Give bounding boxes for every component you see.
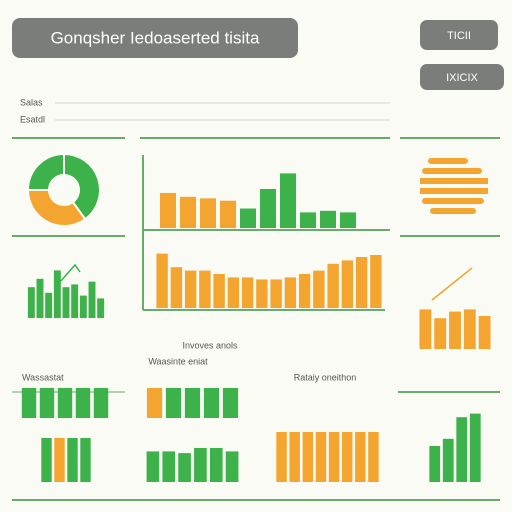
bar bbox=[227, 277, 240, 308]
button-label[interactable]: IXICIX bbox=[446, 72, 478, 84]
bar bbox=[54, 438, 65, 482]
bar bbox=[194, 448, 207, 482]
bar bbox=[225, 451, 239, 482]
bar bbox=[220, 200, 236, 228]
bar bbox=[222, 388, 239, 418]
bar bbox=[165, 388, 182, 418]
bar bbox=[200, 198, 216, 228]
bar bbox=[180, 196, 196, 228]
bar bbox=[170, 267, 183, 308]
bar bbox=[36, 278, 44, 318]
bar bbox=[27, 287, 35, 318]
title: Gonqsher Iedoaserted tisita bbox=[51, 28, 260, 47]
pie-slice bbox=[26, 152, 65, 191]
bar bbox=[209, 448, 223, 482]
section-label: Waasinte eniat bbox=[148, 356, 208, 366]
bar bbox=[302, 432, 314, 482]
trend-line bbox=[431, 267, 473, 301]
bar bbox=[162, 451, 176, 482]
bar bbox=[184, 388, 201, 418]
bar bbox=[300, 212, 316, 228]
section-label: Invoves anols bbox=[182, 340, 238, 350]
bar bbox=[97, 298, 105, 318]
bar bbox=[469, 413, 481, 482]
bar bbox=[178, 453, 191, 482]
pie-slice bbox=[63, 152, 101, 221]
bar bbox=[355, 432, 366, 482]
bar bbox=[88, 281, 96, 318]
pie-slice bbox=[26, 189, 87, 227]
bar bbox=[79, 295, 87, 318]
row-label: Salas bbox=[20, 97, 43, 107]
bar bbox=[315, 432, 327, 482]
bar bbox=[298, 274, 311, 308]
bar bbox=[241, 277, 254, 308]
bar bbox=[53, 270, 61, 318]
section-label: Rataiy oneithon bbox=[294, 372, 357, 382]
bar bbox=[289, 432, 300, 482]
bar bbox=[184, 270, 197, 308]
bar bbox=[93, 388, 109, 418]
bar bbox=[276, 432, 287, 482]
bar bbox=[320, 210, 336, 228]
bar bbox=[71, 284, 79, 318]
bar bbox=[340, 212, 356, 228]
bar bbox=[341, 260, 354, 308]
bar bbox=[355, 257, 368, 308]
bar bbox=[370, 254, 382, 308]
bar bbox=[442, 438, 454, 482]
bar bbox=[21, 388, 37, 418]
bar bbox=[463, 309, 476, 349]
row-label: Esatdl bbox=[20, 114, 45, 124]
bar bbox=[284, 277, 297, 308]
bar bbox=[146, 388, 163, 418]
bar bbox=[45, 292, 53, 318]
bar bbox=[203, 388, 220, 418]
bar bbox=[260, 189, 276, 228]
header-bar bbox=[12, 18, 298, 58]
bar bbox=[62, 287, 70, 318]
bar bbox=[313, 270, 325, 308]
bar bbox=[429, 446, 441, 482]
striped-icon bbox=[420, 158, 488, 214]
bar bbox=[156, 253, 168, 308]
trend-line bbox=[59, 263, 81, 283]
bar bbox=[57, 388, 73, 418]
bar bbox=[434, 318, 447, 349]
button[interactable] bbox=[420, 20, 498, 50]
bar bbox=[478, 316, 491, 349]
bar bbox=[240, 208, 256, 228]
bar bbox=[75, 388, 91, 418]
bar bbox=[341, 432, 353, 482]
bar bbox=[80, 438, 91, 482]
bar bbox=[160, 192, 176, 228]
bar bbox=[328, 432, 340, 482]
bar bbox=[419, 309, 432, 349]
button[interactable] bbox=[420, 64, 504, 90]
bar bbox=[39, 388, 55, 418]
bar bbox=[67, 438, 78, 482]
button-label[interactable]: TICII bbox=[447, 30, 471, 42]
bar bbox=[456, 417, 468, 482]
bar bbox=[368, 432, 379, 482]
bar bbox=[213, 274, 225, 308]
bar bbox=[270, 279, 282, 308]
bar bbox=[449, 311, 461, 349]
bar bbox=[146, 451, 160, 482]
bar bbox=[256, 279, 268, 308]
bar bbox=[327, 263, 339, 308]
section-label: Wassastat bbox=[22, 372, 64, 382]
bar bbox=[199, 270, 211, 308]
bar bbox=[280, 173, 296, 228]
bar bbox=[41, 438, 52, 482]
